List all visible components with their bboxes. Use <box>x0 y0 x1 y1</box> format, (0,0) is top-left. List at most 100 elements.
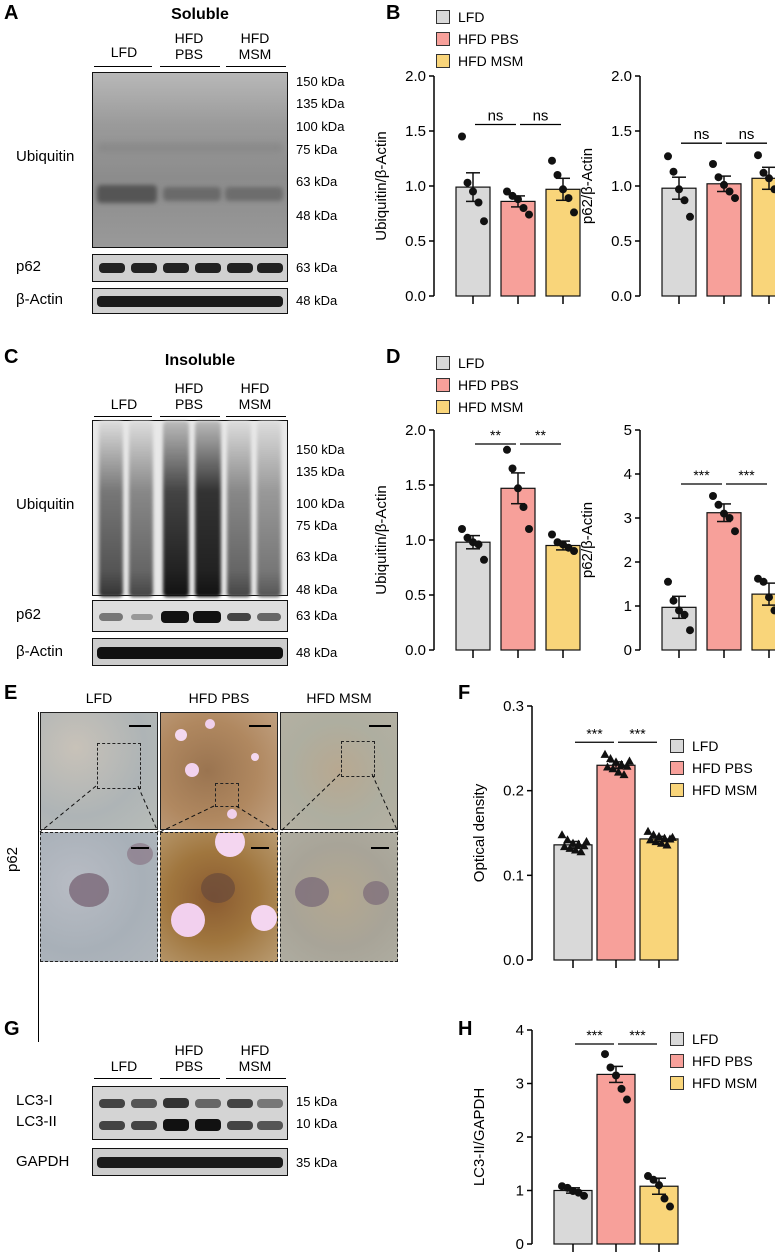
mw-marker: 15 kDa <box>296 1094 338 1109</box>
lane-underline <box>160 416 220 417</box>
sig-label: ns <box>694 126 710 143</box>
mw-marker: 75 kDa <box>296 518 338 533</box>
bar <box>751 593 775 651</box>
micro-hfd-pbs-overview <box>160 712 278 830</box>
legend-item: HFD MSM <box>436 396 523 418</box>
lane-hfd-msm-2: HFD MSM <box>238 380 272 412</box>
lane-underline <box>226 66 286 67</box>
legend-f: LFD HFD PBS HFD MSM <box>670 735 757 801</box>
lane-lfd: LFD <box>110 1058 138 1074</box>
data-point <box>664 152 672 161</box>
data-point <box>606 1063 615 1072</box>
micro-lfd-overview <box>40 712 158 830</box>
row-label-actin: β-Actin <box>16 291 63 308</box>
mw-marker: 135 kDa <box>296 464 345 479</box>
zoom-connectors <box>39 773 399 833</box>
y-tick-label: 0.2 <box>503 783 524 800</box>
data-point <box>660 833 669 842</box>
mw-marker: 48 kDa <box>296 645 338 660</box>
panel-label-a: A <box>4 2 19 24</box>
zoom-line <box>39 785 97 833</box>
legend-item: HFD MSM <box>670 1072 757 1094</box>
mw-marker: 48 kDa <box>296 208 338 223</box>
legend-item: HFD MSM <box>670 779 757 801</box>
legend-item: HFD PBS <box>436 28 523 50</box>
zoom-line <box>137 785 159 833</box>
mw-marker: 35 kDa <box>296 1155 338 1170</box>
y-tick-label: 2.0 <box>611 68 632 85</box>
panel-label-g: G <box>4 1018 20 1040</box>
sig-label: *** <box>586 1027 603 1043</box>
data-point <box>601 1050 609 1059</box>
blot-c-actin <box>92 638 288 666</box>
lane-underline <box>94 1078 152 1079</box>
panel-label-d: D <box>386 346 401 368</box>
chart-d-ubiquitin: 0.0 0.5 1.0 1.5 2.0 Ubiquitin/β-Actin ** ** <box>373 422 581 659</box>
sig-label: ** <box>490 427 501 443</box>
blot-a-title: Soluble <box>171 6 229 23</box>
data-point <box>660 1194 669 1203</box>
sig-label: *** <box>629 725 646 741</box>
y-tick-label: 1 <box>624 598 632 615</box>
data-point <box>709 492 717 500</box>
y-tick-label: 4 <box>624 466 632 483</box>
data-point <box>458 132 466 141</box>
bar <box>455 541 491 651</box>
mw-marker: 135 kDa <box>296 96 345 111</box>
data-point <box>480 555 488 564</box>
micro-hfd-msm-overview <box>280 712 398 830</box>
lane-underline <box>94 416 152 417</box>
data-point <box>754 151 762 160</box>
data-point <box>480 217 488 226</box>
legend-item: LFD <box>436 352 523 374</box>
data-point <box>576 847 586 856</box>
bar <box>553 844 593 961</box>
y-tick-label: 0.0 <box>405 642 426 659</box>
mw-marker: 100 kDa <box>296 496 345 511</box>
mw-marker: 48 kDa <box>296 293 338 308</box>
lane-hfd-msm-3: HFD MSM <box>238 1042 272 1074</box>
data-point <box>709 160 717 168</box>
y-tick-label: 0.0 <box>611 288 632 305</box>
lane-underline <box>94 66 152 67</box>
data-point <box>525 210 533 219</box>
data-point <box>662 840 672 849</box>
legend-item: HFD PBS <box>436 374 523 396</box>
y-tick-label: 0.0 <box>503 952 524 969</box>
zoom-line <box>159 805 215 833</box>
sig-label: *** <box>738 467 755 483</box>
data-point <box>614 767 623 776</box>
micro-lfd-zoom <box>40 832 158 962</box>
sig-label: ns <box>533 108 549 125</box>
y-tick-label: 1.5 <box>405 477 426 494</box>
data-point <box>622 761 632 770</box>
mw-marker: 63 kDa <box>296 260 338 275</box>
y-tick-label: 1.0 <box>611 178 632 195</box>
micro-head-lfd: LFD <box>85 690 113 706</box>
data-point <box>617 759 626 769</box>
data-point <box>503 445 511 454</box>
panel-label-e: E <box>4 682 18 704</box>
sig-label: *** <box>586 725 603 741</box>
mw-marker: 10 kDa <box>296 1116 338 1131</box>
bar <box>639 838 679 961</box>
y-tick-label: 0 <box>516 1236 524 1252</box>
legend-d: LFD HFD PBS HFD MSM <box>436 352 523 418</box>
legend-h: LFD HFD PBS HFD MSM <box>670 1028 757 1094</box>
legend-item: LFD <box>670 735 757 757</box>
blot-a-p62 <box>92 254 288 282</box>
data-point <box>574 839 583 848</box>
data-point <box>600 749 610 758</box>
panel-label-b: B <box>386 2 401 24</box>
data-point <box>458 525 466 533</box>
zoom-line <box>235 805 279 833</box>
blot-g-gapdh <box>92 1148 288 1176</box>
chart-b-ubiquitin: 0.0 0.5 1.0 1.5 2.0 Ubiquitin/β-Actin ns ns <box>373 68 581 305</box>
lane-underline <box>226 1078 286 1079</box>
y-axis-label: LC3-II/GAPDH <box>471 1088 488 1186</box>
mw-marker: 63 kDa <box>296 608 338 623</box>
legend-item: LFD <box>670 1028 757 1050</box>
lane-hfd-pbs-3: HFD PBS <box>174 1042 204 1074</box>
chart-h-lc3: 0 1 2 3 4 LC3-II/GAPDH *** *** <box>471 1022 679 1252</box>
blot-a-ubiquitin <box>92 72 288 248</box>
